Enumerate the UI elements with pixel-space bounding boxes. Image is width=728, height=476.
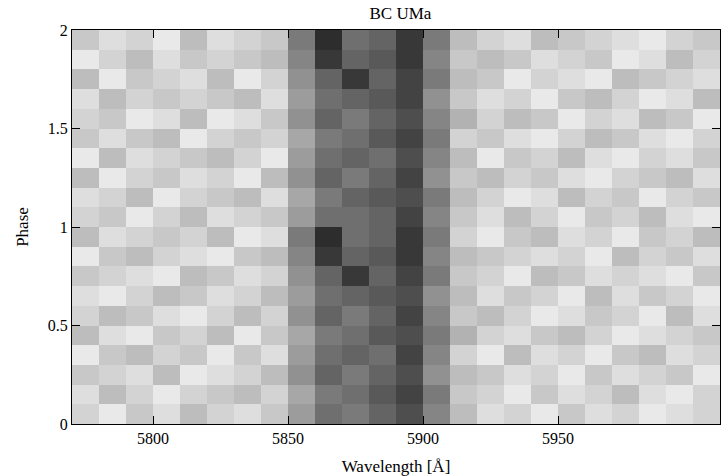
svg-text:2: 2 — [60, 22, 68, 39]
svg-text:5900: 5900 — [407, 430, 439, 447]
svg-text:Phase: Phase — [13, 207, 32, 247]
svg-text:5800: 5800 — [137, 430, 169, 447]
svg-text:0: 0 — [60, 416, 68, 433]
svg-text:5950: 5950 — [542, 430, 574, 447]
svg-text:Wavelength [Å]: Wavelength [Å] — [342, 457, 451, 476]
svg-text:1.5: 1.5 — [48, 120, 68, 137]
svg-text:5850: 5850 — [272, 430, 304, 447]
svg-text:BC UMa: BC UMa — [369, 4, 431, 23]
svg-text:1: 1 — [60, 219, 68, 236]
svg-text:0.5: 0.5 — [48, 317, 68, 334]
